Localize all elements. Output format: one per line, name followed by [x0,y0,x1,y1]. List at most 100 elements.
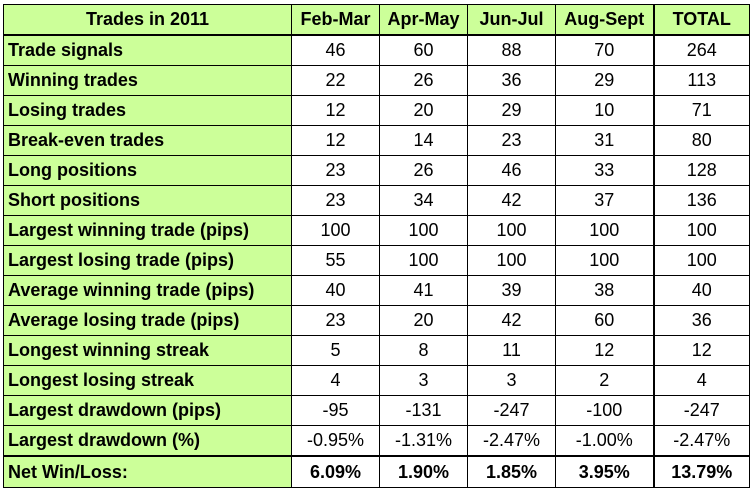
row-label: Trade signals [3,34,292,66]
value-cell: 46 [291,34,380,66]
row-label: Largest drawdown (%) [3,425,292,457]
row-label: Break-even trades [3,125,292,156]
value-cell: 23 [291,305,380,336]
value-cell: -2.47% [467,425,556,457]
value-cell: 3 [379,365,468,396]
table-row: Largest losing trade (pips) 55 100 100 100 10… [3,245,750,276]
value-cell: 100 [555,215,654,246]
value-cell: 42 [467,185,556,216]
table-row: Average winning trade (pips) 40 41 39 38 40 [3,275,750,306]
value-cell: 12 [291,95,380,126]
value-cell: 42 [467,305,556,336]
total-cell: 36 [652,305,750,336]
row-label: Largest drawdown (pips) [3,395,292,426]
column-header-jun-jul: Jun-Jul [467,4,556,36]
value-cell: 100 [291,215,380,246]
column-header-aug-sept: Aug-Sept [555,4,654,36]
total-cell: 13.79% [652,455,750,488]
row-label: Short positions [3,185,292,216]
value-cell: 41 [379,275,468,306]
total-cell: 128 [652,155,750,186]
total-cell: 113 [652,65,750,96]
row-label: Winning trades [3,65,292,96]
value-cell: -0.95% [291,425,380,457]
value-cell: 11 [467,335,556,366]
header-row: Trades in 2011 Feb-Mar Apr-May Jun-Jul A… [3,4,750,36]
total-cell: -247 [652,395,750,426]
table-row: Longest winning streak 5 8 11 12 12 [3,335,750,366]
value-cell: 10 [555,95,654,126]
row-label: Average losing trade (pips) [3,305,292,336]
row-label: Largest losing trade (pips) [3,245,292,276]
value-cell: -95 [291,395,380,426]
table-row: Break-even trades 12 14 23 31 80 [3,125,750,156]
column-header-apr-may: Apr-May [379,4,468,36]
value-cell: -131 [379,395,468,426]
value-cell: 3.95% [555,455,654,488]
value-cell: 23 [467,125,556,156]
value-cell: 100 [555,245,654,276]
value-cell: 39 [467,275,556,306]
value-cell: 46 [467,155,556,186]
row-label: Longest losing streak [3,365,292,396]
value-cell: 100 [379,245,468,276]
net-win-loss-row: Net Win/Loss: 6.09% 1.90% 1.85% 3.95% 13.79% [3,455,750,488]
value-cell: 20 [379,305,468,336]
table-row: Largest winning trade (pips) 100 100 100 100… [3,215,750,246]
total-cell: -2.47% [652,425,750,457]
value-cell: -1.31% [379,425,468,457]
value-cell: 3 [467,365,556,396]
row-label: Longest winning streak [3,335,292,366]
total-cell: 136 [652,185,750,216]
table-row: Short positions 23 34 42 37 136 [3,185,750,216]
row-label: Long positions [3,155,292,186]
value-cell: 60 [379,34,468,66]
value-cell: 100 [467,245,556,276]
value-cell: 6.09% [291,455,380,488]
row-label: Losing trades [3,95,292,126]
total-cell: 100 [652,245,750,276]
column-header-feb-mar: Feb-Mar [291,4,380,36]
row-label: Net Win/Loss: [3,455,292,488]
value-cell: 60 [555,305,654,336]
total-cell: 4 [652,365,750,396]
total-cell: 100 [652,215,750,246]
value-cell: 37 [555,185,654,216]
trades-table: Trades in 2011 Feb-Mar Apr-May Jun-Jul A… [3,4,750,488]
value-cell: 23 [291,155,380,186]
value-cell: 2 [555,365,654,396]
total-cell: 80 [652,125,750,156]
total-cell: 71 [652,95,750,126]
value-cell: 29 [467,95,556,126]
value-cell: 1.90% [379,455,468,488]
value-cell: 12 [291,125,380,156]
total-cell: 264 [652,34,750,66]
total-cell: 40 [652,275,750,306]
value-cell: -247 [467,395,556,426]
value-cell: 55 [291,245,380,276]
value-cell: 14 [379,125,468,156]
table-row: Winning trades 22 26 36 29 113 [3,65,750,96]
total-cell: 12 [652,335,750,366]
value-cell: 31 [555,125,654,156]
value-cell: 20 [379,95,468,126]
value-cell: 26 [379,65,468,96]
table-row: Trade signals 46 60 88 70 264 [3,34,750,66]
value-cell: 40 [291,275,380,306]
value-cell: 22 [291,65,380,96]
table-row: Largest drawdown (%) -0.95% -1.31% -2.47% -1… [3,425,750,457]
table-row: Longest losing streak 4 3 3 2 4 [3,365,750,396]
value-cell: 23 [291,185,380,216]
table-title: Trades in 2011 [3,4,292,36]
value-cell: 70 [555,34,654,66]
table-row: Losing trades 12 20 29 10 71 [3,95,750,126]
table-row: Largest drawdown (pips) -95 -131 -247 -100 -2… [3,395,750,426]
table-row: Long positions 23 26 46 33 128 [3,155,750,186]
value-cell: 38 [555,275,654,306]
row-label: Largest winning trade (pips) [3,215,292,246]
value-cell: 12 [555,335,654,366]
value-cell: 26 [379,155,468,186]
value-cell: 5 [291,335,380,366]
value-cell: 8 [379,335,468,366]
table-row: Average losing trade (pips) 23 20 42 60 36 [3,305,750,336]
